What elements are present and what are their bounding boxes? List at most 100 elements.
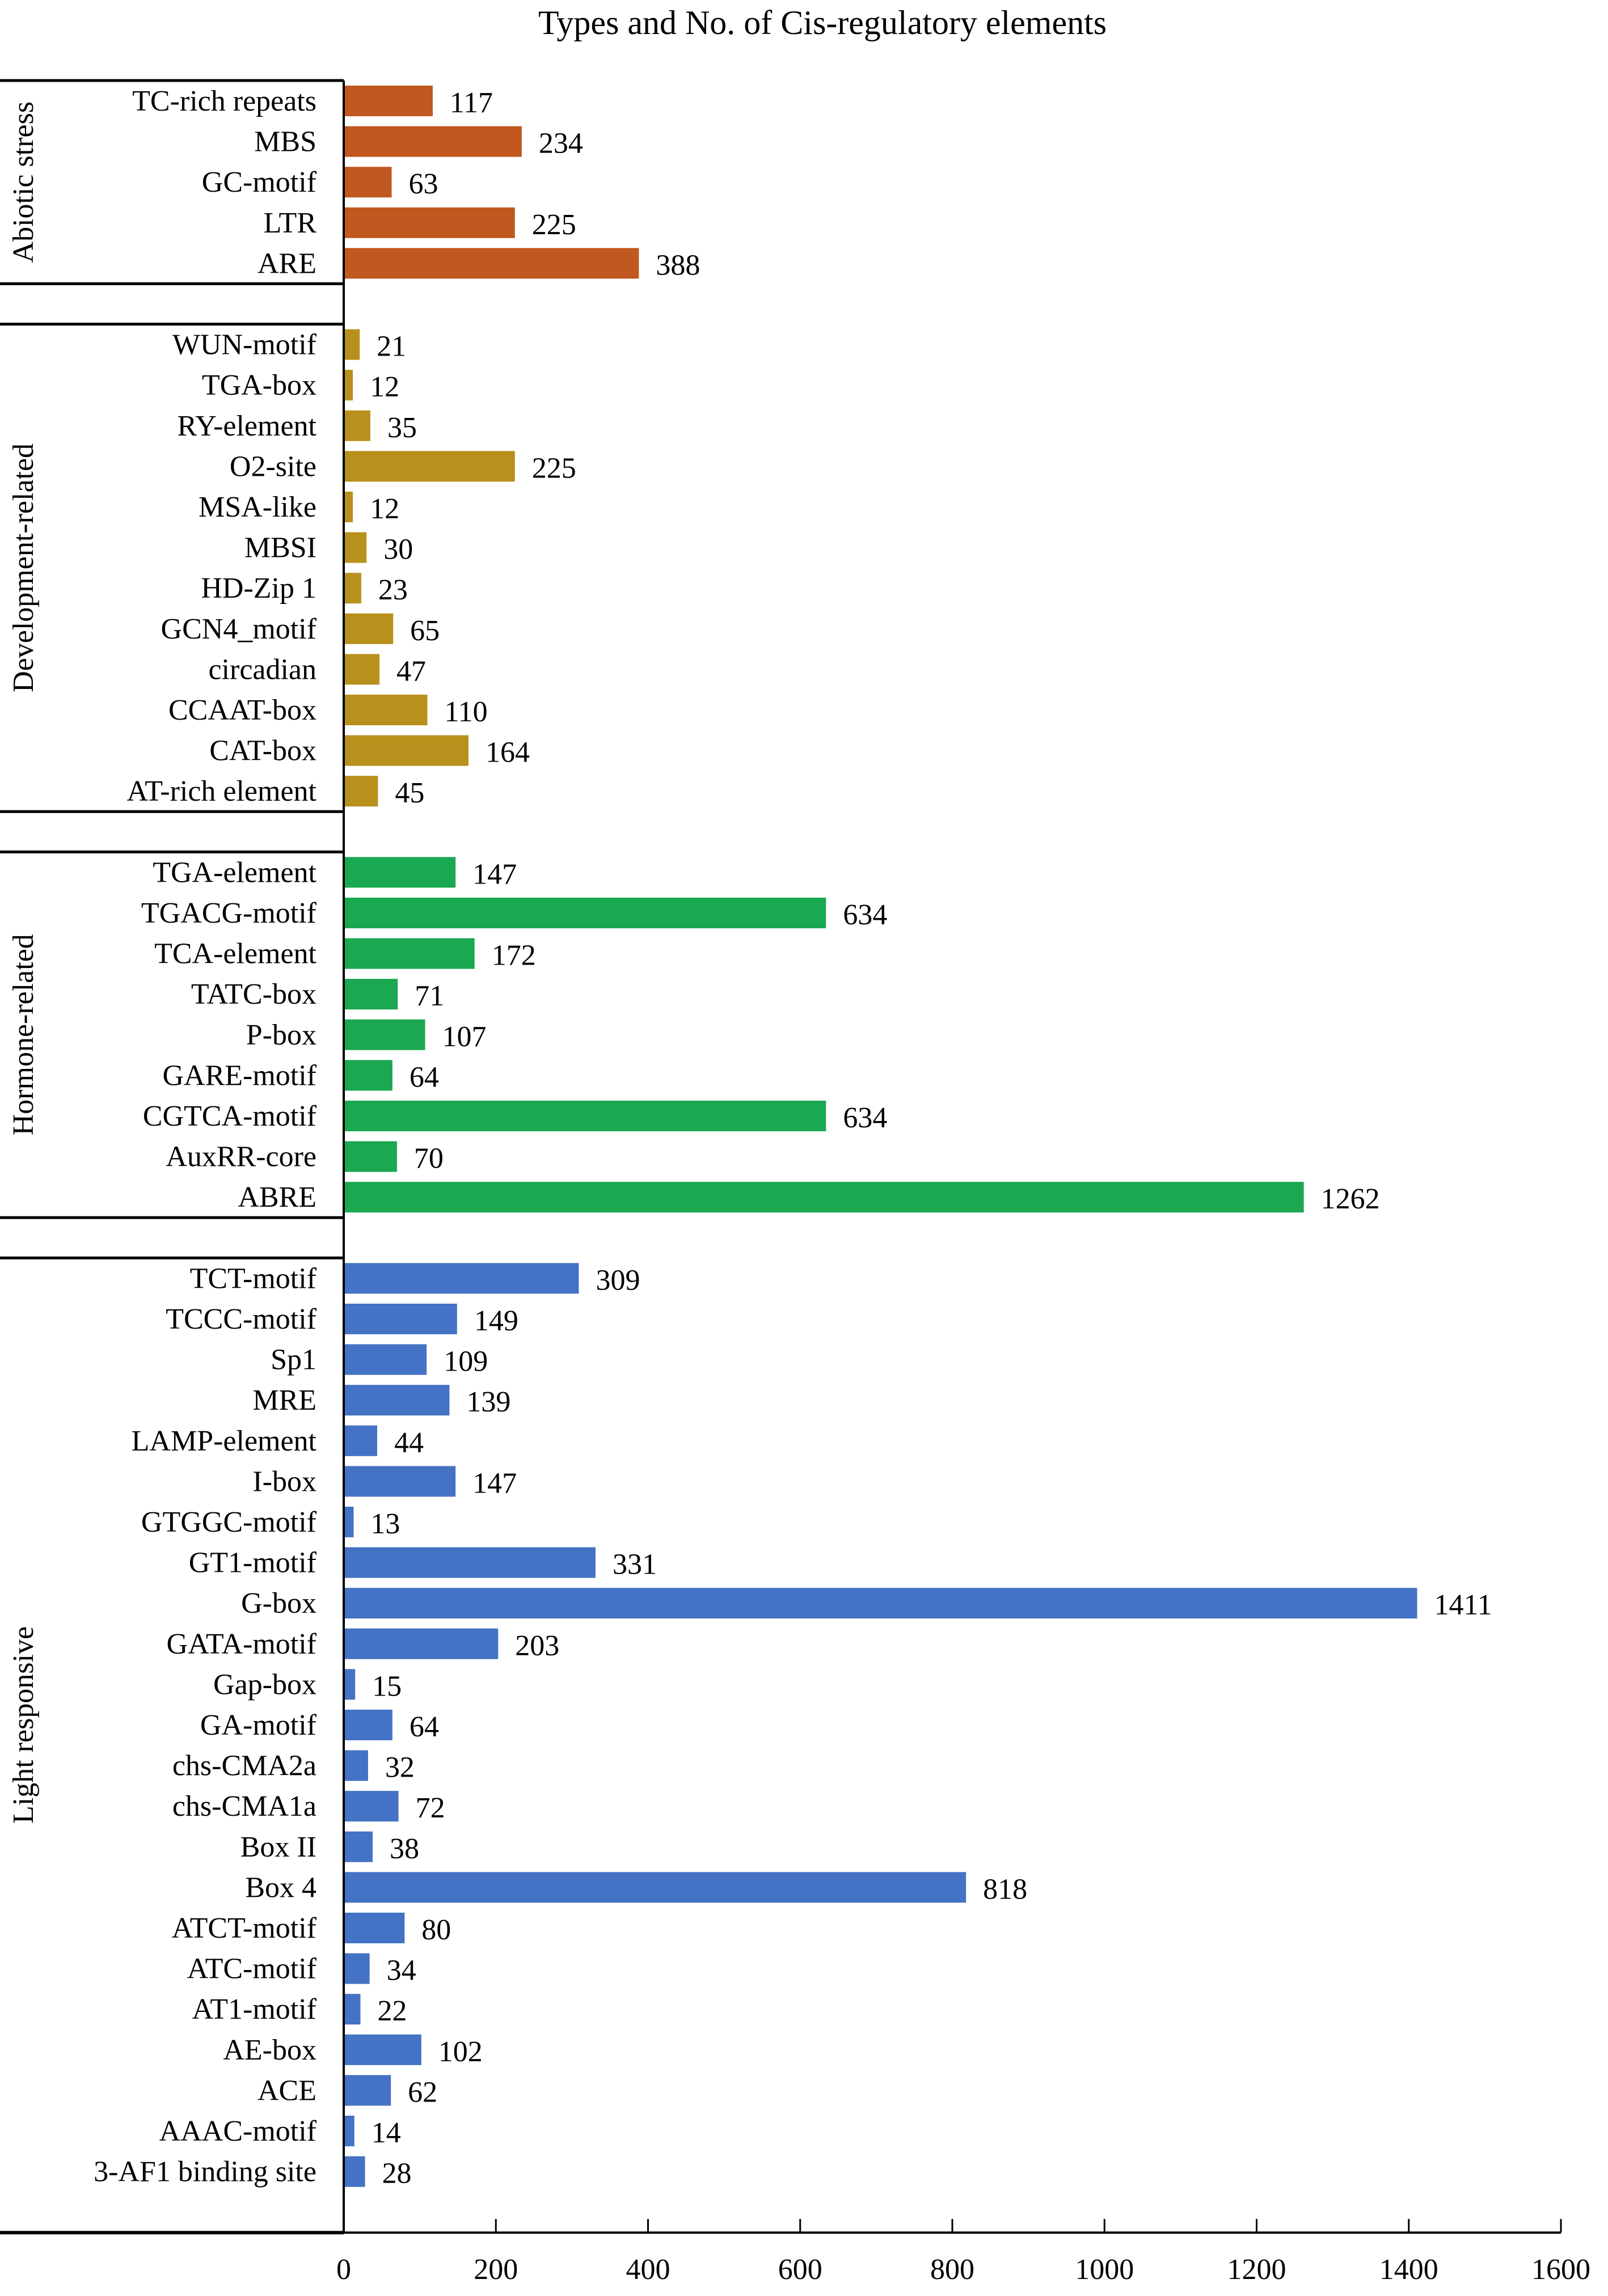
bar-chs-CMA2a: [344, 1750, 368, 1781]
category-label: ATCT-motif: [172, 1912, 317, 1944]
bar-AT1-motif: [344, 1994, 361, 2025]
bar-MSA-like: [344, 492, 353, 522]
bar-TATC-box: [344, 979, 398, 1010]
value-label: 1411: [1434, 1589, 1492, 1621]
bar-TCCC-motif: [344, 1304, 457, 1334]
value-label: 309: [596, 1264, 640, 1296]
bar-G-box: [344, 1588, 1417, 1619]
bar-TC-rich repeats: [344, 86, 433, 116]
category-label: LAMP-element: [132, 1425, 317, 1457]
bar-Box 4: [344, 1872, 967, 1903]
value-label: 23: [378, 574, 408, 606]
bar-ABRE: [344, 1182, 1304, 1213]
category-label: MSA-like: [199, 491, 316, 523]
category-label: GATA-motif: [167, 1628, 317, 1660]
category-label: G-box: [241, 1587, 316, 1620]
bar-MRE: [344, 1385, 450, 1416]
bar-AT-rich element: [344, 776, 378, 807]
category-label: ATC-motif: [187, 1953, 317, 1985]
value-label: 13: [370, 1508, 400, 1540]
value-label: 388: [656, 249, 700, 281]
category-label: Gap-box: [213, 1668, 316, 1701]
value-label: 234: [539, 128, 583, 160]
value-label: 32: [385, 1752, 415, 1784]
bar-GCN4_motif: [344, 613, 394, 644]
category-label: Box II: [240, 1831, 316, 1863]
bar-TGA-element: [344, 857, 456, 888]
bar-circadian: [344, 654, 380, 685]
category-label: GCN4_motif: [161, 613, 317, 645]
value-label: 331: [613, 1549, 657, 1581]
x-tick-label: 200: [474, 2253, 518, 2286]
bar-RY-element: [344, 410, 370, 441]
group-label: Light responsive: [7, 1626, 40, 1824]
bar-GTGGC-motif: [344, 1507, 354, 1537]
value-label: 45: [395, 777, 424, 809]
category-label: MBS: [254, 126, 316, 158]
category-label: CCAAT-box: [168, 694, 316, 726]
bar-P-box: [344, 1019, 425, 1050]
bar-TCA-element: [344, 938, 475, 969]
category-label: TCA-element: [154, 938, 316, 970]
value-label: 203: [515, 1630, 559, 1662]
bar-TGACG-motif: [344, 898, 826, 928]
x-tick-label: 800: [930, 2253, 974, 2286]
category-label: MRE: [252, 1384, 316, 1416]
value-label: 21: [377, 331, 406, 363]
bar-ATCT-motif: [344, 1913, 405, 1943]
value-label: 818: [983, 1873, 1027, 1905]
bar-Sp1: [344, 1344, 427, 1375]
value-label: 107: [442, 1021, 487, 1053]
category-label: AE-box: [223, 2034, 316, 2066]
value-label: 110: [445, 696, 488, 728]
group-label: Hormone-related: [7, 934, 40, 1135]
value-label: 225: [532, 452, 576, 484]
category-label: TGACG-motif: [141, 897, 317, 929]
bar-Box II: [344, 1831, 373, 1862]
bar-ARE: [344, 248, 639, 279]
category-label: GARE-motif: [162, 1059, 316, 1092]
bar-AAAC-motif: [344, 2116, 354, 2146]
value-label: 72: [416, 1792, 445, 1824]
category-label: O2-site: [230, 450, 316, 483]
value-label: 70: [414, 1143, 444, 1175]
category-label: chs-CMA2a: [172, 1750, 316, 1782]
category-label: HD-Zip 1: [201, 572, 316, 604]
category-label: TGA-box: [202, 369, 316, 401]
chart-title: Types and No. of Cis-regulatory elements: [538, 4, 1107, 41]
bar-Gap-box: [344, 1669, 356, 1700]
category-label: AAAC-motif: [159, 2115, 317, 2147]
bar-LAMP-element: [344, 1425, 378, 1456]
category-label: TCT-motif: [190, 1262, 317, 1295]
value-label: 30: [383, 534, 413, 566]
value-label: 71: [415, 980, 444, 1012]
value-label: 47: [396, 655, 426, 687]
bar-GARE-motif: [344, 1060, 392, 1091]
bar-MBS: [344, 126, 522, 157]
bar-MBSI: [344, 532, 367, 563]
value-label: 225: [532, 209, 576, 241]
bar-WUN-motif: [344, 329, 360, 360]
value-label: 147: [472, 858, 517, 890]
value-label: 64: [410, 1061, 439, 1093]
category-label: AT1-motif: [192, 1993, 316, 2026]
group-label: Abiotic stress: [7, 102, 40, 263]
value-label: 102: [438, 2036, 483, 2068]
category-label: TC-rich repeats: [132, 85, 316, 117]
value-label: 34: [387, 1955, 416, 1987]
value-label: 38: [390, 1833, 419, 1865]
x-tick-label: 1000: [1075, 2253, 1134, 2286]
category-label: AT-rich element: [126, 775, 316, 807]
bar-CAT-box: [344, 735, 469, 766]
category-label: TGA-element: [153, 856, 316, 889]
value-label: 14: [372, 2117, 401, 2149]
bar-HD-Zip 1: [344, 573, 361, 604]
category-label: CGTCA-motif: [143, 1100, 317, 1132]
category-label: TATC-box: [191, 978, 316, 1010]
value-label: 65: [410, 615, 440, 647]
value-label: 35: [387, 412, 417, 444]
bar-LTR: [344, 207, 515, 238]
bar-TCT-motif: [344, 1263, 579, 1294]
category-label: LTR: [264, 207, 317, 239]
